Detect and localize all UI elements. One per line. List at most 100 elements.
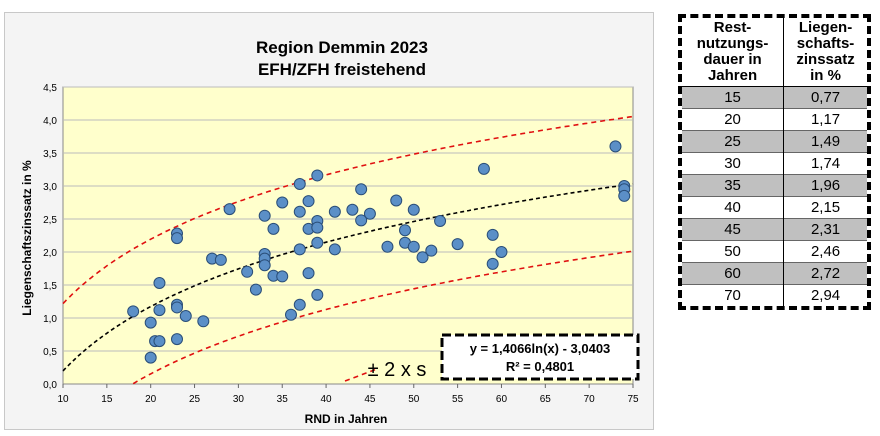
table-row: 40 2,15 [682, 196, 867, 219]
table-row: 45 2,31 [682, 218, 867, 241]
data-point [434, 214, 447, 227]
cell-restnutzungsdauer: 25 [682, 130, 785, 153]
cell-zinssatz: 1,74 [783, 152, 867, 175]
trendline-equation: y = 1,4066ln(x) - 3,0403 [470, 341, 611, 356]
data-point [153, 335, 166, 348]
x-tick-label: 30 [233, 394, 245, 405]
data-point [276, 270, 289, 283]
chart-subtitle: EFH/ZFH freistehend [258, 60, 426, 79]
band-label: ± 2 x s [368, 359, 427, 381]
cell-restnutzungsdauer: 30 [682, 152, 785, 175]
table-row: 60 2,72 [682, 262, 867, 285]
data-point [258, 209, 271, 222]
x-tick-label: 60 [496, 394, 508, 405]
cell-zinssatz: 0,77 [783, 86, 867, 109]
data-point [153, 304, 166, 317]
data-point [311, 169, 324, 182]
x-tick-label: 25 [189, 394, 201, 405]
y-tick-label: 3,0 [43, 182, 57, 193]
data-point [477, 162, 490, 175]
x-tick-label: 20 [145, 394, 157, 405]
data-point [355, 183, 368, 196]
header-restnutzungsdauer: Rest-nutzungs-dauer in Jahren [682, 18, 785, 87]
x-tick-label: 10 [57, 394, 69, 405]
data-point [293, 205, 306, 218]
x-tick-label: 55 [452, 394, 464, 405]
x-tick-label: 45 [364, 394, 376, 405]
x-tick-label: 65 [540, 394, 552, 405]
y-tick-label: 2,5 [43, 215, 57, 226]
y-tick-label: 4,0 [43, 116, 57, 127]
y-tick-label: 0,0 [43, 380, 57, 391]
cell-zinssatz: 1,17 [783, 108, 867, 131]
data-point [285, 308, 297, 321]
x-axis-label: RND in Jahren [305, 412, 388, 426]
data-point [276, 196, 289, 209]
x-tick-label: 40 [321, 394, 333, 405]
data-point [416, 251, 429, 264]
data-point [267, 222, 280, 235]
data-point [144, 351, 157, 364]
cell-restnutzungsdauer: 45 [682, 218, 785, 241]
data-point [355, 214, 368, 227]
data-point [171, 232, 183, 245]
x-tick-label: 50 [408, 394, 420, 405]
equation-box [440, 333, 640, 381]
chart-title: Region Demmin 2023 [256, 38, 428, 57]
table-row: 35 1,96 [682, 174, 867, 197]
cell-restnutzungsdauer: 40 [682, 196, 785, 219]
cell-zinssatz: 2,15 [783, 196, 867, 219]
y-tick-label: 0,5 [43, 347, 57, 358]
data-point [249, 283, 262, 296]
scatter-chart: Region Demmin 2023 EFH/ZFH freistehend L… [20, 38, 640, 426]
cell-restnutzungsdauer: 20 [682, 108, 785, 131]
y-tick-label: 1,5 [43, 281, 57, 292]
trendline [62, 183, 634, 372]
data-point [223, 203, 236, 216]
data-point [328, 205, 341, 218]
data-point [214, 253, 227, 266]
data-point [311, 236, 324, 249]
x-tick-label: 70 [584, 394, 596, 405]
y-tick-label: 3,5 [43, 149, 57, 160]
y-tick-label: 1,0 [43, 314, 57, 325]
data-point [179, 310, 192, 323]
data-point [381, 240, 394, 253]
data-point [241, 265, 254, 278]
data-point [293, 243, 306, 256]
data-point [311, 288, 324, 301]
data-point [258, 259, 271, 272]
data-point [390, 194, 403, 207]
table-row: 70 2,94 [682, 284, 867, 306]
cell-restnutzungsdauer: 35 [682, 174, 785, 197]
table-row: 15 0,77 [682, 86, 867, 109]
table-row: 50 2,46 [682, 240, 867, 263]
data-point [407, 240, 420, 253]
y-tick-label: 4,5 [43, 83, 57, 94]
cell-restnutzungsdauer: 50 [682, 240, 785, 263]
cell-zinssatz: 1,96 [783, 174, 867, 197]
data-point [451, 238, 464, 251]
y-axis-label: Liegenschaftszinssatz in % [20, 160, 34, 316]
band-legend-line [344, 368, 378, 382]
upper-band-line [62, 115, 634, 305]
cell-zinssatz: 2,94 [783, 284, 867, 306]
cell-zinssatz: 2,72 [783, 262, 867, 285]
data-point [495, 246, 508, 258]
data-point [302, 195, 315, 208]
x-tick-label: 35 [277, 394, 289, 405]
data-point [171, 333, 183, 346]
x-tick-label: 15 [101, 394, 113, 405]
data-point [609, 140, 622, 153]
data-point [197, 315, 210, 328]
data-point [618, 189, 631, 202]
data-point [293, 298, 306, 311]
cell-zinssatz: 2,31 [783, 218, 867, 241]
chart-panel: Region Demmin 2023 EFH/ZFH freistehend L… [4, 12, 654, 430]
cell-restnutzungsdauer: 60 [682, 262, 785, 285]
data-point [346, 203, 359, 216]
x-tick-label: 75 [627, 394, 639, 405]
table-row: 20 1,17 [682, 108, 867, 131]
lower-band-line [132, 250, 634, 385]
data-point [153, 277, 166, 290]
